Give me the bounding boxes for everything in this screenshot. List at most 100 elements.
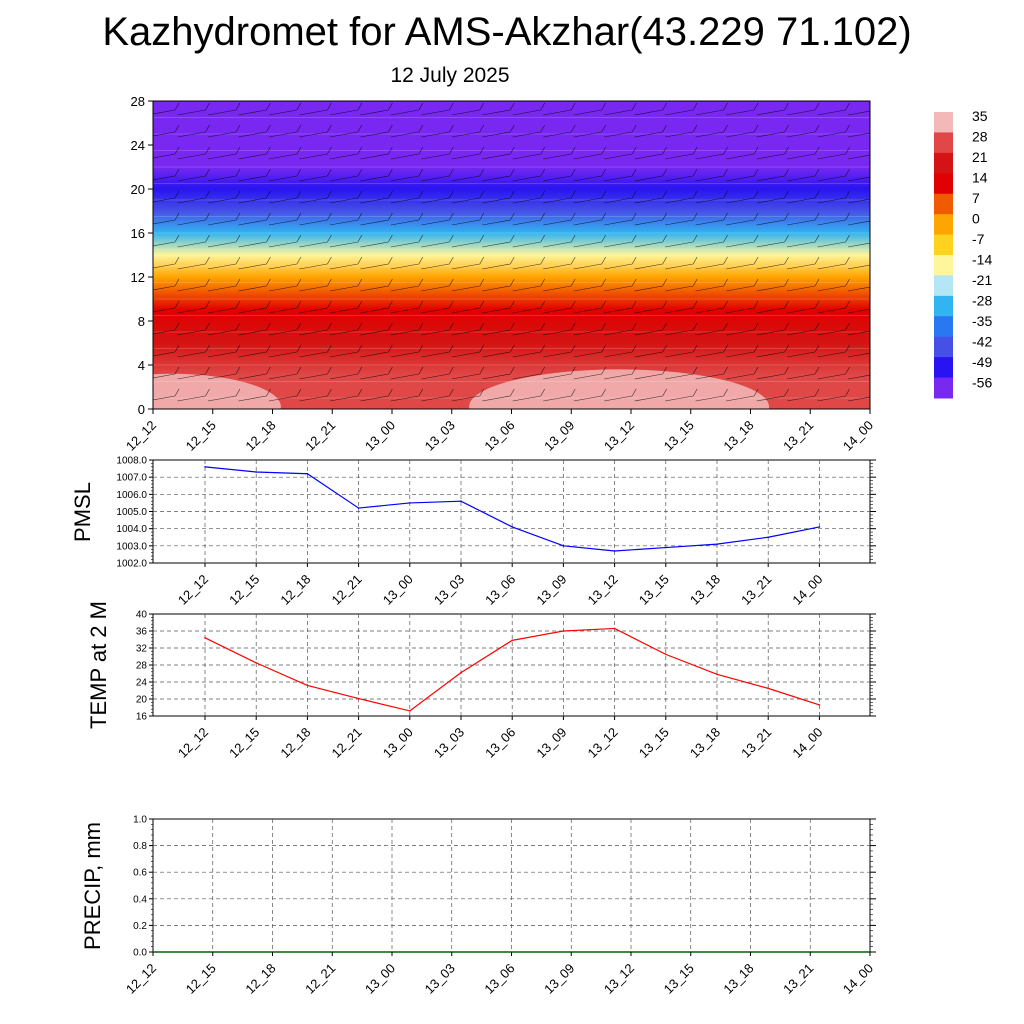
wind-barb xyxy=(268,366,302,380)
y-tick-label: 16 xyxy=(136,712,148,723)
wind-barb xyxy=(665,322,698,336)
wind-barb xyxy=(207,388,241,402)
wind-barb xyxy=(329,146,363,160)
temp-2m-point xyxy=(460,671,462,674)
heatmap-panel: 0 4 8 12 16 20 24 28 12_12 12_15 12_18 12_21 13_00 13… xyxy=(123,94,876,454)
wind-barb xyxy=(786,102,820,116)
wind-barb xyxy=(573,168,606,182)
wind-barb xyxy=(695,300,728,314)
wind-barb xyxy=(421,190,454,204)
wind-barb xyxy=(512,124,545,138)
wind-barb xyxy=(451,322,485,336)
x-tick-label: 13_21 xyxy=(780,418,816,454)
wind-barb xyxy=(786,234,820,248)
y-tick-label: 1.0 xyxy=(133,815,147,826)
wind-barb xyxy=(268,146,302,160)
x-tick-label: 12_12 xyxy=(175,725,211,761)
wind-barb xyxy=(512,256,545,270)
wind-barb xyxy=(451,300,485,314)
wind-barb xyxy=(543,344,576,358)
wind-barb xyxy=(207,344,241,358)
wind-barb xyxy=(360,124,393,138)
wind-barb xyxy=(390,168,424,182)
x-tick-label: 12_21 xyxy=(329,572,365,608)
wind-barb xyxy=(817,234,850,248)
wind-barb xyxy=(634,190,667,204)
wind-barb xyxy=(634,234,667,248)
wind-barb xyxy=(512,190,545,204)
x-tick-label: 13_03 xyxy=(422,961,458,997)
wind-barb xyxy=(238,102,271,116)
wind-barb xyxy=(207,168,241,182)
x-tick-label: 12_15 xyxy=(226,725,262,761)
wind-barb xyxy=(573,190,606,204)
wind-barb xyxy=(329,212,363,226)
wind-barb xyxy=(543,190,576,204)
wind-barb xyxy=(421,278,454,292)
x-tick-label: 12_21 xyxy=(329,725,365,761)
wind-barb xyxy=(726,146,759,160)
wind-barb xyxy=(726,278,759,292)
wind-barb xyxy=(847,396,870,402)
wind-barb xyxy=(604,234,637,248)
wind-barb xyxy=(817,168,850,182)
wind-barb xyxy=(153,190,180,203)
x-tick-label: 13_00 xyxy=(380,725,416,761)
wind-barb xyxy=(756,124,789,138)
wind-barb xyxy=(153,102,180,115)
wind-barb xyxy=(695,366,728,380)
wind-barb xyxy=(268,322,302,336)
wind-barb xyxy=(726,344,759,358)
wind-barb xyxy=(421,168,454,182)
y-tick-label: 1007.0 xyxy=(116,473,147,484)
wind-barb xyxy=(268,212,302,226)
wind-barb xyxy=(207,366,241,380)
wind-barb xyxy=(634,146,667,160)
wind-barb xyxy=(634,278,667,292)
wind-barb xyxy=(573,344,606,358)
wind-barb xyxy=(177,124,210,138)
wind-barb xyxy=(329,256,363,270)
pmsl-ylabel: PMSL xyxy=(70,482,95,542)
colorbar-label: 28 xyxy=(972,129,988,145)
wind-barb xyxy=(451,190,485,204)
x-tick-label: 13_21 xyxy=(780,961,816,997)
wind-barb xyxy=(695,344,728,358)
wind-barb xyxy=(634,300,667,314)
y-tick-label: 12 xyxy=(131,270,145,285)
x-tick-label: 13_00 xyxy=(380,572,416,608)
y-tick-label: 0 xyxy=(138,402,145,417)
x-tick-label: 13_12 xyxy=(601,418,637,454)
wind-barb xyxy=(451,146,485,160)
temp-2m-point xyxy=(511,639,513,642)
wind-barb xyxy=(153,322,180,335)
x-tick-label: 13_12 xyxy=(601,961,637,997)
wind-barb xyxy=(726,190,759,204)
wind-barb xyxy=(847,352,870,358)
x-tick-label: 13_18 xyxy=(687,725,723,761)
wind-barb xyxy=(665,234,698,248)
wind-barb xyxy=(177,212,210,226)
colorbar-swatch xyxy=(934,275,953,297)
wind-barb xyxy=(665,366,698,380)
wind-barb xyxy=(177,256,210,270)
wind-barb xyxy=(153,300,180,313)
pmsl-point xyxy=(716,543,718,545)
wind-barb xyxy=(207,124,241,138)
wind-barb xyxy=(238,388,271,402)
wind-barb xyxy=(817,322,850,336)
y-tick-label: 0.0 xyxy=(133,948,147,959)
wind-barb xyxy=(665,124,698,138)
colorbar-swatch xyxy=(934,316,953,338)
wind-barb xyxy=(177,300,210,314)
wind-barb xyxy=(512,388,545,402)
colorbar-swatch xyxy=(934,295,953,317)
x-tick-label: 13_09 xyxy=(533,572,569,608)
wind-barb xyxy=(360,278,393,292)
wind-barb xyxy=(482,322,515,336)
wind-barb xyxy=(482,388,515,402)
wind-barb xyxy=(299,278,332,292)
wind-barb xyxy=(329,366,363,380)
x-tick-label: 13_15 xyxy=(661,961,697,997)
